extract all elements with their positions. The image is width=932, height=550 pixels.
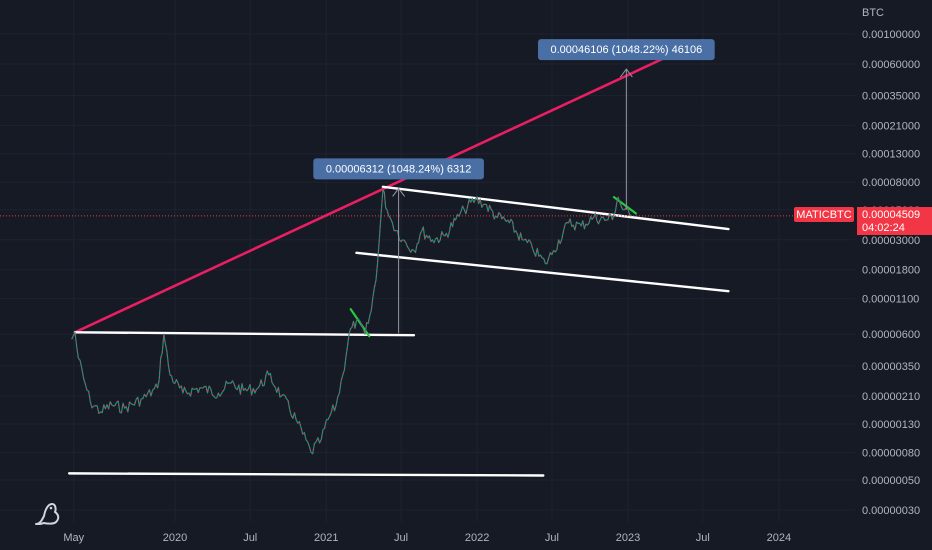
y-tick-label: 0.00000350 bbox=[862, 361, 920, 373]
trend-lines bbox=[67, 38, 730, 477]
countdown-text: 04:02:24 bbox=[862, 222, 905, 234]
y-tick-label: 0.00003000 bbox=[862, 235, 920, 247]
symbol-tag-text: MATICBTC bbox=[796, 209, 851, 221]
y-tick-label: 0.00000050 bbox=[862, 475, 920, 487]
x-tick-label: 2021 bbox=[314, 532, 338, 544]
channel-top-line[interactable] bbox=[381, 185, 730, 231]
symbol-tag bbox=[794, 207, 854, 222]
y-tick-label: 0.00021000 bbox=[862, 121, 920, 133]
y-tick-label: 0.00001100 bbox=[862, 294, 919, 306]
y-tick-label: 0.00100000 bbox=[862, 29, 920, 41]
x-tick-label: 2024 bbox=[767, 532, 791, 544]
last-price-text: 0.00004509 bbox=[862, 209, 920, 221]
y-tick-label: 0.00000080 bbox=[862, 447, 920, 459]
y-tick-label: 0.00060000 bbox=[862, 59, 920, 71]
x-tick-label: Jul bbox=[545, 532, 559, 544]
resistance-line[interactable] bbox=[73, 331, 416, 337]
measure-arrow bbox=[392, 187, 406, 197]
price-series bbox=[71, 189, 633, 455]
dino-logo-icon[interactable] bbox=[35, 503, 60, 525]
y-tick-label: 0.00035000 bbox=[862, 91, 920, 103]
y-tick-label: 0.00013000 bbox=[862, 149, 920, 161]
measurement-annotations: 0.00006312 (1048.24%) 6312 0.00046106 (10… bbox=[313, 39, 715, 334]
last-price-box bbox=[857, 207, 932, 235]
channel-bottom-line[interactable] bbox=[355, 251, 730, 293]
measure-box bbox=[537, 39, 715, 61]
x-tick-label: May bbox=[63, 532, 84, 544]
uptrend-line[interactable] bbox=[73, 38, 705, 334]
measure-box bbox=[313, 158, 484, 180]
grid-lines bbox=[0, 0, 855, 522]
x-tick-label: Jul bbox=[394, 532, 408, 544]
y-tick-label: 0.00000600 bbox=[862, 329, 920, 341]
measure-label: 0.00046106 (1048.22%) 46106 bbox=[551, 44, 703, 56]
x-tick-label: 2023 bbox=[616, 532, 640, 544]
price-line-down bbox=[71, 189, 632, 455]
x-tick-label: Jul bbox=[243, 532, 257, 544]
last-price-tag: MATICBTC 0.00004509 04:02:24 bbox=[794, 207, 932, 235]
price-axis[interactable]: BTC 0.00100000 0.00060000 0.00035000 0.0002… bbox=[862, 7, 920, 517]
measure-label: 0.00006312 (1048.24%) 6312 bbox=[326, 163, 472, 175]
x-tick-label: 2020 bbox=[163, 532, 187, 544]
x-tick-label: 2022 bbox=[465, 532, 489, 544]
measure-arrow bbox=[619, 68, 633, 78]
time-axis[interactable]: May 2020 Jul 2021 Jul 2022 Jul 2023 Jul 2024 bbox=[63, 532, 791, 544]
y-tick-label: 0.00008000 bbox=[862, 177, 920, 189]
y-tick-label: 0.00000210 bbox=[862, 391, 920, 403]
support-line[interactable] bbox=[67, 472, 545, 477]
y-tick-label: 0.00000030 bbox=[862, 505, 920, 517]
y-tick-label: 0.00000130 bbox=[862, 419, 920, 431]
x-tick-label: Jul bbox=[696, 532, 710, 544]
currency-label: BTC bbox=[862, 7, 884, 19]
y-tick-label: 0.00001800 bbox=[862, 265, 920, 277]
